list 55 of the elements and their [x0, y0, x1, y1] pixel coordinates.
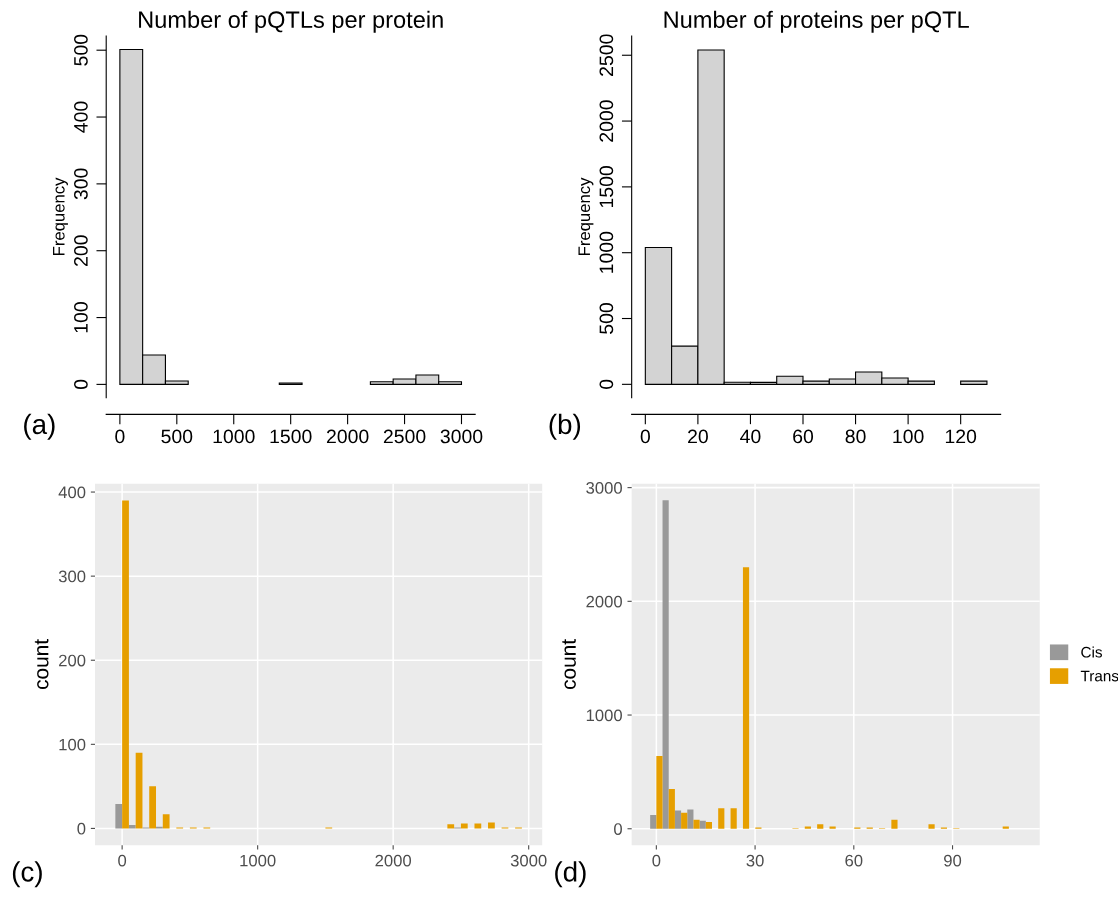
y-tick-label: 500: [74, 34, 88, 66]
y-tick-label: 100: [74, 302, 88, 333]
y-tick-label: 500: [599, 303, 614, 334]
x-tick-label: 80: [845, 429, 866, 444]
legend-label: Cis: [1081, 646, 1102, 658]
y-tick-label: 0: [614, 823, 622, 835]
x-tick-label: 2000: [375, 854, 412, 867]
x-tick-label: 60: [845, 854, 863, 867]
y-tick-label: 400: [74, 101, 88, 133]
y-tick-label: 2500: [599, 34, 614, 76]
y-axis-title: Frequency: [53, 177, 68, 255]
y-tick-label: 0: [74, 379, 88, 390]
y-tick-label: 1000: [599, 231, 614, 273]
x-tick-label: 30: [746, 854, 764, 867]
x-tick-label: 2500: [383, 429, 426, 444]
y-tick-label: 2000: [586, 595, 622, 608]
y-tick-label: 300: [74, 168, 88, 200]
x-tick-label: 0: [118, 854, 127, 867]
x-tick-label: 20: [688, 429, 708, 444]
x-tick-label: 2000: [326, 429, 369, 444]
legend-label: Trans: [1080, 670, 1118, 682]
x-tick-label: 60: [793, 429, 814, 444]
y-tick-label: 0: [599, 379, 614, 389]
y-tick-label: 200: [74, 235, 88, 266]
text: (b): [549, 413, 581, 440]
x-tick-label: 1000: [213, 429, 255, 444]
chart-title: Number of pQTLs per protein: [139, 10, 443, 33]
x-tick-label: 500: [161, 429, 193, 444]
y-tick-label: 200: [59, 654, 86, 667]
x-tick-label: 0: [115, 429, 125, 444]
y-axis-title: count: [34, 639, 49, 690]
y-tick-label: 300: [58, 570, 86, 583]
y-axis-title: count: [562, 639, 576, 690]
x-tick-label: 3000: [510, 854, 547, 867]
y-tick-label: 2000: [599, 100, 614, 142]
x-tick-label: 1000: [240, 854, 276, 867]
text: (c): [12, 861, 42, 888]
y-axis-title: Frequency: [578, 177, 594, 255]
y-tick-label: 3000: [586, 482, 622, 494]
x-tick-label: 3000: [440, 429, 483, 444]
text: (a): [24, 413, 55, 440]
x-tick-label: 0: [652, 854, 661, 867]
x-tick-label: 100: [893, 429, 924, 444]
x-tick-label: 40: [740, 429, 761, 444]
x-tick-label: 0: [640, 429, 650, 444]
x-tick-label: 90: [944, 854, 962, 867]
y-tick-label: 100: [59, 738, 86, 751]
x-tick-label: 120: [945, 429, 977, 444]
x-tick-label: 1500: [270, 429, 312, 444]
chart-title: Number of proteins per pQTL: [664, 10, 969, 33]
text: (d): [555, 861, 586, 888]
y-tick-label: 1500: [599, 166, 614, 208]
y-tick-label: 1000: [586, 709, 622, 722]
y-tick-label: 0: [77, 822, 86, 835]
y-tick-label: 400: [58, 486, 86, 499]
